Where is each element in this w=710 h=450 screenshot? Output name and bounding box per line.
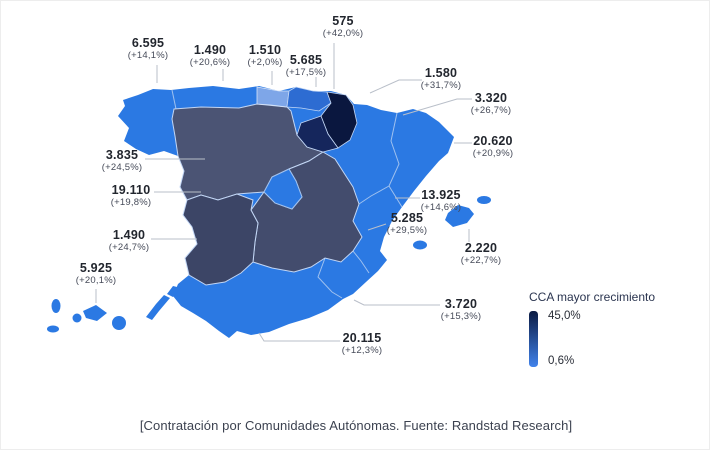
- label-madrid-value: 19.110: [111, 183, 151, 197]
- label-navarra: 575 (+42,0%): [322, 14, 364, 40]
- label-valencia: 13.925 (+14,6%): [420, 188, 462, 214]
- border-valencia-murcia: [352, 250, 370, 274]
- label-cataluna-value: 20.620: [473, 134, 513, 148]
- label-valencia-growth: (+14,6%): [420, 202, 462, 214]
- leader-aragon: [402, 98, 472, 116]
- leader-lines: [95, 43, 472, 342]
- border-aragon-valencia: [358, 185, 390, 205]
- label-la-rioja-value: 1.580: [424, 66, 458, 80]
- label-murcia-growth: (+15,3%): [440, 311, 482, 323]
- label-valencia-value: 13.925: [421, 188, 461, 202]
- region-la-rioja: [296, 115, 339, 153]
- label-asturias: 1.490 (+20,6%): [189, 43, 231, 69]
- label-cantabria-value: 1.510: [248, 43, 282, 57]
- label-castilla-y-leon: 3.835 (+24,5%): [101, 148, 143, 174]
- label-andalucia: 20.115 (+12,3%): [341, 331, 383, 357]
- label-andalucia-growth: (+12,3%): [341, 345, 383, 357]
- legend-title: CCA mayor crecimiento: [529, 290, 656, 304]
- region-pais-vasco: [286, 86, 332, 112]
- legend: CCA mayor crecimiento 45,0% 0,6%: [529, 290, 699, 367]
- region-baleares: [413, 196, 491, 250]
- border-murcia-andalucia: [317, 257, 343, 299]
- label-la-rioja-growth: (+31,7%): [420, 80, 462, 92]
- label-andalucia-value: 20.115: [342, 331, 382, 345]
- region-navarra: [320, 91, 358, 149]
- label-baleares-value: 2.220: [464, 241, 498, 255]
- label-pais-vasco-value: 5.685: [289, 53, 323, 67]
- label-madrid-growth: (+19,8%): [110, 197, 152, 209]
- label-pais-vasco-growth: (+17,5%): [285, 67, 327, 79]
- leader-andalucia: [258, 332, 340, 342]
- label-canarias-value: 5.925: [79, 261, 113, 275]
- label-murcia-value: 3.720: [444, 297, 478, 311]
- label-murcia: 3.720 (+15,3%): [440, 297, 482, 323]
- label-navarra-growth: (+42,0%): [322, 28, 364, 40]
- label-asturias-value: 1.490: [193, 43, 227, 57]
- figure-caption: [Contratación por Comunidades Autónomas.…: [139, 418, 573, 433]
- label-canarias-growth: (+20,1%): [75, 275, 117, 287]
- label-extremadura-value: 1.490: [112, 228, 146, 242]
- label-madrid: 19.110 (+19,8%): [110, 183, 152, 209]
- leader-castilla-la-mancha: [367, 223, 387, 231]
- label-castilla-la-mancha: 5.285 (+29,5%): [386, 211, 428, 237]
- legend-min-label: 0,6%: [548, 354, 575, 367]
- label-canarias: 5.925 (+20,1%): [75, 261, 117, 287]
- label-extremadura: 1.490 (+24,7%): [108, 228, 150, 254]
- region-extremadura: [182, 193, 259, 286]
- label-cantabria: 1.510 (+2,0%): [247, 43, 283, 69]
- label-castilla-y-leon-growth: (+24,5%): [101, 162, 143, 174]
- label-castilla-y-leon-value: 3.835: [105, 148, 139, 162]
- label-cataluna: 20.620 (+20,9%): [472, 134, 514, 160]
- label-castilla-la-mancha-growth: (+29,5%): [386, 225, 428, 237]
- label-castilla-la-mancha-value: 5.285: [390, 211, 424, 225]
- legend-gradient-bar: [529, 311, 538, 367]
- label-la-rioja: 1.580 (+31,7%): [420, 66, 462, 92]
- blue-region-borders: [171, 89, 403, 299]
- label-aragon-growth: (+26,7%): [470, 105, 512, 117]
- label-navarra-value: 575: [332, 14, 354, 28]
- label-cataluna-growth: (+20,9%): [472, 148, 514, 160]
- label-galicia-growth: (+14,1%): [127, 50, 169, 62]
- label-pais-vasco: 5.685 (+17,5%): [285, 53, 327, 79]
- label-baleares-growth: (+22,7%): [460, 255, 502, 267]
- label-cantabria-growth: (+2,0%): [247, 57, 283, 69]
- label-aragon-value: 3.320: [474, 91, 508, 105]
- region-madrid: [263, 168, 303, 210]
- border-aragon-cataluna: [388, 112, 403, 208]
- border-galicia-asturias: [171, 89, 177, 110]
- label-baleares: 2.220 (+22,7%): [460, 241, 502, 267]
- leader-la-rioja: [369, 79, 422, 94]
- leader-murcia: [353, 299, 440, 306]
- label-galicia: 6.595 (+14,1%): [127, 36, 169, 62]
- region-canarias: [47, 286, 181, 333]
- label-asturias-growth: (+20,6%): [189, 57, 231, 69]
- label-extremadura-growth: (+24,7%): [108, 242, 150, 254]
- label-galicia-value: 6.595: [131, 36, 165, 50]
- legend-max-label: 45,0%: [548, 310, 581, 322]
- label-aragon: 3.320 (+26,7%): [470, 91, 512, 117]
